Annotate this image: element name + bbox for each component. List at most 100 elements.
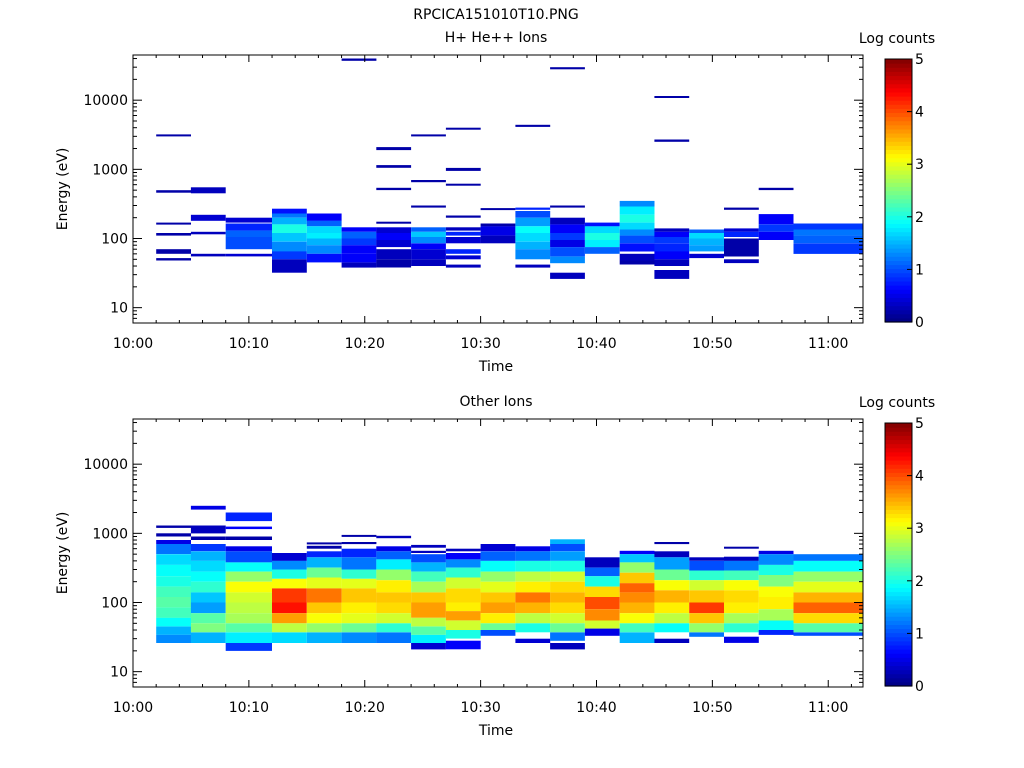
x-tick-label: 11:00 bbox=[808, 336, 848, 352]
spectrogram-cell bbox=[550, 539, 585, 545]
spectrogram-cell bbox=[758, 620, 794, 631]
spectrogram-cell bbox=[190, 592, 226, 603]
spectrogram-cell bbox=[515, 623, 551, 633]
spectrogram-cell bbox=[654, 96, 690, 98]
spectrogram-cell bbox=[272, 251, 307, 260]
y-tick-label: 100 bbox=[101, 595, 128, 611]
spectrogram-cell bbox=[619, 243, 655, 252]
spectrogram-cell bbox=[156, 586, 191, 598]
spectrogram-cell bbox=[272, 224, 307, 233]
y-tick-label: 100 bbox=[101, 231, 128, 247]
spectrogram-cell bbox=[480, 623, 516, 630]
spectrogram-cell bbox=[515, 613, 551, 624]
colorbar-swatch bbox=[885, 157, 912, 163]
spectrogram-cell bbox=[758, 214, 794, 225]
figure-title: RPCICA151010T10.PNG bbox=[413, 7, 578, 23]
spectrogram-cell bbox=[654, 542, 690, 545]
spectrogram-cell bbox=[550, 247, 585, 257]
colorbar-swatch bbox=[885, 186, 912, 192]
colorbar-swatch bbox=[885, 558, 912, 564]
spectrogram-cell bbox=[225, 592, 272, 603]
spectrogram-cell bbox=[515, 217, 551, 227]
spectrogram-cell bbox=[272, 553, 307, 561]
colorbar-swatch bbox=[885, 542, 912, 547]
spectrogram-cell bbox=[341, 238, 377, 246]
spectrogram-cell bbox=[190, 613, 226, 624]
y-tick-label: 10000 bbox=[83, 457, 128, 473]
colorbar-swatch bbox=[885, 63, 912, 68]
spectrogram-cell bbox=[793, 581, 863, 593]
spectrogram-cell bbox=[515, 249, 551, 260]
colorbar-swatch bbox=[885, 276, 912, 282]
spectrogram-cell bbox=[376, 632, 412, 643]
colorbar-swatch bbox=[885, 108, 912, 114]
colorbar-swatch bbox=[885, 484, 912, 490]
colorbar-swatch bbox=[885, 235, 912, 241]
spectrogram-cell bbox=[584, 567, 620, 577]
spectrogram-cell bbox=[515, 602, 551, 614]
spectrogram-cell bbox=[550, 551, 585, 561]
spectrogram-cell bbox=[376, 165, 412, 168]
colorbar-swatch bbox=[885, 599, 912, 605]
colorbar: 0 1 2 3 4 5 bbox=[884, 52, 924, 331]
spectrogram-cell bbox=[654, 228, 690, 232]
spectrogram-cell bbox=[689, 632, 724, 637]
spectrogram-cell bbox=[156, 626, 191, 635]
colorbar-swatch bbox=[885, 431, 912, 436]
colorbar-swatch bbox=[885, 252, 912, 257]
colorbar-swatch bbox=[885, 640, 912, 646]
spectrogram-cell bbox=[306, 557, 342, 568]
spectrogram-cell bbox=[758, 609, 794, 621]
spectrogram-cell bbox=[793, 554, 863, 561]
spectrogram-cell bbox=[480, 560, 516, 572]
colorbar-tick-label: 5 bbox=[915, 52, 924, 68]
colorbar-swatch bbox=[885, 116, 912, 122]
spectrogram-cell bbox=[306, 623, 342, 633]
spectrogram-cell bbox=[225, 536, 272, 540]
spectrogram-cell bbox=[190, 536, 226, 540]
colorbar-swatch bbox=[885, 538, 912, 543]
spectrogram-cell bbox=[190, 560, 226, 572]
colorbar-swatch bbox=[885, 95, 912, 101]
colorbar-swatch bbox=[885, 256, 912, 261]
spectrogram-cell bbox=[272, 578, 307, 589]
spectrogram-cell bbox=[515, 571, 551, 582]
spectrogram-cell bbox=[515, 551, 551, 561]
colorbar-swatch bbox=[885, 67, 912, 72]
spectrogram-cell bbox=[376, 147, 412, 151]
spectrogram-cell bbox=[654, 270, 690, 279]
colorbar-swatch bbox=[885, 620, 912, 625]
spectrogram-cell bbox=[515, 233, 551, 242]
colorbar-tick-label: 0 bbox=[915, 315, 924, 331]
x-tick-label: 10:10 bbox=[229, 336, 269, 352]
colorbar-swatch bbox=[885, 161, 912, 167]
colorbar-swatch bbox=[885, 603, 912, 609]
spectrogram-cell bbox=[619, 554, 655, 563]
spectrogram-cell bbox=[156, 249, 191, 254]
spectrogram-cell bbox=[376, 546, 412, 552]
colorbar-tick-label: 3 bbox=[915, 521, 924, 537]
colorbar-label: Log counts bbox=[859, 395, 935, 411]
spectrogram-cell bbox=[550, 233, 585, 240]
spectrogram-cell bbox=[190, 231, 226, 235]
spectrogram-cell bbox=[190, 623, 226, 633]
spectrogram-cell bbox=[793, 229, 863, 236]
spectrogram-cell bbox=[793, 571, 863, 582]
spectrogram-cell bbox=[156, 190, 191, 193]
spectrogram-cell bbox=[306, 542, 342, 545]
spectrogram-cell bbox=[272, 213, 307, 218]
spectrogram-cell bbox=[411, 249, 446, 260]
spectrogram-cell bbox=[272, 560, 307, 570]
colorbar-swatch bbox=[885, 219, 912, 224]
colorbar-swatch bbox=[885, 260, 912, 266]
spectrogram-cell bbox=[515, 560, 551, 572]
spectrogram-cell bbox=[515, 264, 551, 268]
spectrogram-cell bbox=[190, 551, 226, 561]
colorbar: 0 1 2 3 4 5 bbox=[884, 416, 924, 695]
spectrogram-cell bbox=[480, 235, 516, 244]
spectrogram-cell bbox=[225, 526, 272, 530]
colorbar-swatch bbox=[885, 591, 912, 597]
colorbar-swatch bbox=[885, 202, 912, 208]
spectrogram-cell bbox=[156, 634, 191, 643]
colorbar-swatch bbox=[885, 628, 912, 634]
